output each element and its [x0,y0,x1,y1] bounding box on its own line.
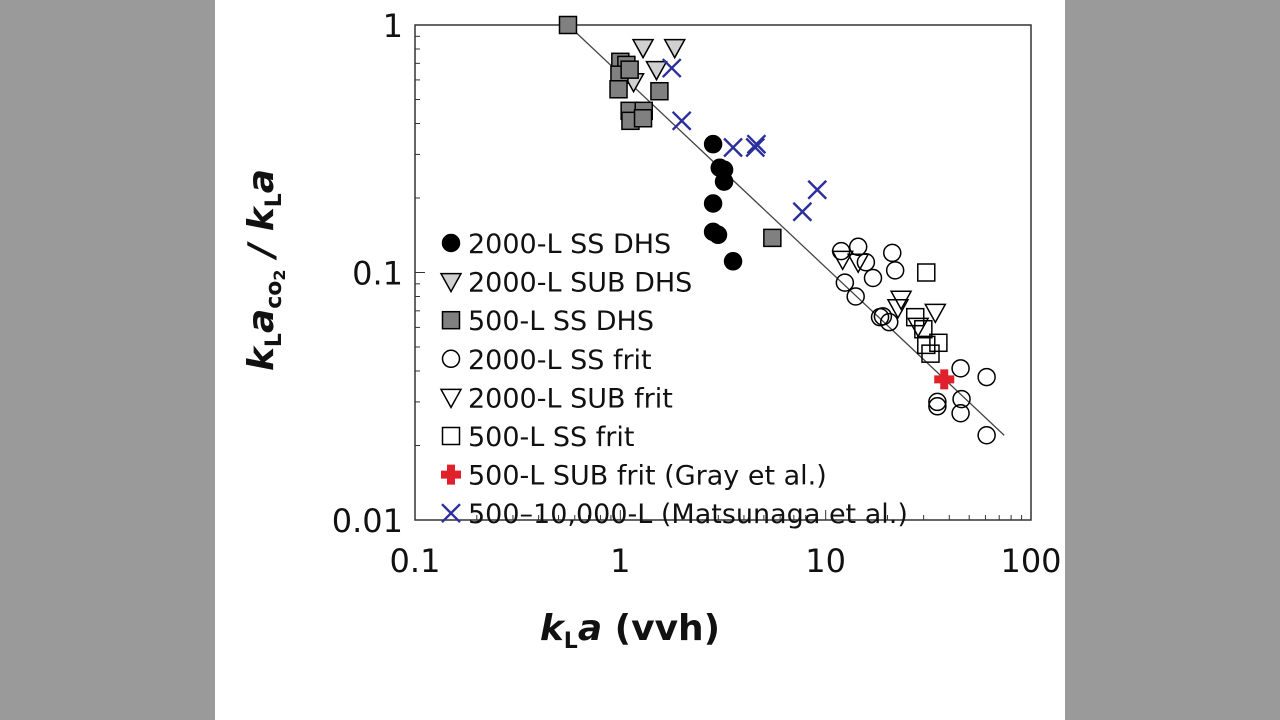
data-point-series-1 [631,38,655,60]
y-axis-label: kLaco2 / kLa [241,169,289,371]
data-point-series-3 [928,392,947,412]
legend-marker-7 [441,503,461,524]
data-point-series-7 [792,201,813,222]
data-point-series-5 [914,319,933,339]
legend-marker-1 [439,272,463,294]
data-point-series-2 [633,108,653,128]
y-tick-label: 0.01 [332,502,403,540]
data-point-series-2 [650,81,669,101]
data-point-series-3 [873,307,893,326]
data-point-series-1 [663,38,686,60]
legend-label-6: 500-L SUB frit (Gray et al.) [468,461,827,492]
data-point-series-2 [558,15,578,35]
legend-label-5: 500-L SS frit [468,422,634,453]
data-point-series-0 [703,194,723,213]
data-point-series-4 [886,299,910,320]
figure-panel: 0.1 1 10 100 0.01 0.1 1 2000-L SS DHS 2000-L SU… [215,0,1065,720]
legend: 2000-L SS DHS 2000-L SUB DHS 500-L SS DHS 2… [439,229,908,530]
data-point-series-7 [671,110,692,131]
data-point-series-5 [921,344,940,363]
data-point-series-3 [952,389,971,409]
tick-marks [414,35,1023,521]
data-point-series-3 [977,426,996,445]
x-axis-label: kLa (vvh) [540,608,720,654]
data-point-series-7 [745,137,766,158]
data-point-series-3 [885,261,905,280]
data-point-series-2 [620,60,639,79]
data-point-series-4 [924,303,947,324]
x-tick-label: 10 [805,542,846,580]
data-point-series-2 [763,228,782,248]
y-tick-label: 1 [383,7,403,45]
legend-label-1: 2000-L SUB DHS [468,268,692,299]
x-tick-label: 100 [1000,542,1061,580]
legend-label-2: 500-L SS DHS [468,306,654,337]
data-point-series-3 [883,243,902,263]
legend-marker-0 [441,233,461,253]
legend-label-4: 2000-L SUB frit [468,383,673,414]
data-point-series-3 [848,237,868,257]
data-point-series-7 [807,179,828,200]
x-tick-label: 0.1 [390,542,441,580]
data-point-series-7 [661,58,682,78]
x-tick-label: 1 [610,542,630,580]
data-point-series-0 [708,225,728,245]
data-point-series-1 [645,60,668,82]
data-point-series-4 [831,250,854,271]
data-point-series-3 [977,367,996,387]
legend-marker-6 [441,464,461,485]
legend-label-3: 2000-L SS frit [468,345,652,376]
data-point-series-6 [934,369,955,390]
data-point-series-3 [928,397,947,416]
y-tick-label: 0.1 [352,255,403,293]
data-point-series-7 [723,137,743,158]
legend-label-7: 500–10,000-L (Matsunaga et al.) [468,499,908,530]
legend-label-0: 2000-L SS DHS [468,229,671,260]
data-point-series-4 [906,317,930,338]
data-point-series-0 [714,172,734,191]
data-point-series-5 [917,263,936,282]
data-point-series-3 [879,312,899,332]
data-point-series-3 [846,287,865,306]
data-point-series-3 [951,359,970,378]
data-point-series-0 [723,252,743,271]
legend-marker-4 [439,388,463,409]
data-point-series-3 [951,403,970,423]
data-points [558,15,996,445]
legend-marker-3 [441,349,461,369]
data-point-series-4 [846,253,870,274]
data-point-series-0 [703,134,723,154]
fit-line [567,24,1005,436]
fit-line-group [567,24,1005,436]
data-point-series-3 [835,273,855,292]
data-point-series-7 [746,134,767,155]
data-point-series-2 [609,80,628,99]
data-point-series-3 [863,268,883,288]
legend-marker-5 [441,426,461,446]
legend-marker-2 [441,310,461,330]
